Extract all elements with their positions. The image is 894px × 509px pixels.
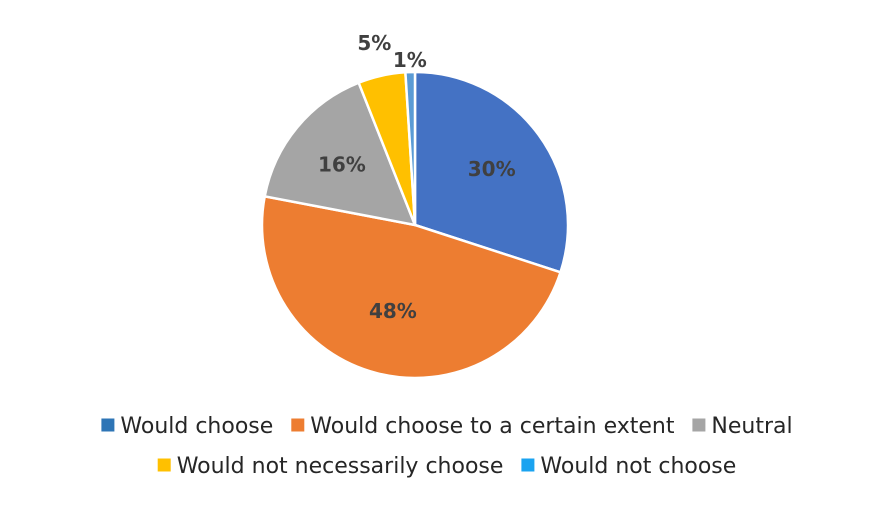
pie-slice-1 [413, 70, 570, 274]
data-label-2: 48% [369, 299, 417, 323]
legend-label-3: Neutral [711, 414, 792, 439]
pie-slices [260, 70, 570, 380]
legend-swatch-4 [157, 458, 171, 472]
legend-swatch-2 [291, 418, 305, 432]
data-label-1: 30% [468, 157, 516, 181]
pie-slice-5 [404, 70, 417, 226]
data-label-5: 1% [393, 48, 427, 72]
legend-label-2: Would choose to a certain extent [310, 414, 675, 439]
legend-swatch-1 [101, 418, 115, 432]
legend: Would choose Would choose to a certain ex… [101, 414, 793, 479]
pie-slice-3 [263, 81, 417, 227]
legend-label-1: Would choose [120, 414, 273, 439]
legend-swatch-3 [692, 418, 706, 432]
data-label-3: 16% [318, 153, 366, 177]
legend-label-4: Would not necessarily choose [177, 454, 504, 479]
data-label-4: 5% [357, 31, 391, 55]
data-labels: 30% 48% 16% 5%1% [318, 31, 516, 323]
legend-label-5: Would not choose [540, 454, 736, 479]
pie-slice-2 [260, 194, 563, 380]
legend-swatch-5 [521, 458, 535, 472]
